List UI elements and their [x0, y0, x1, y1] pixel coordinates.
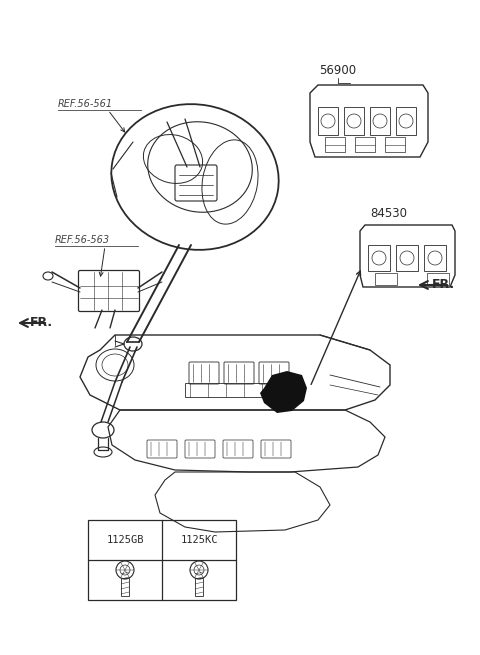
- Bar: [344, 107, 364, 135]
- Text: FR.: FR.: [432, 278, 455, 291]
- Text: 1125KC: 1125KC: [180, 535, 218, 545]
- Bar: [318, 107, 338, 135]
- Bar: [424, 245, 446, 271]
- Bar: [368, 245, 390, 271]
- Bar: [427, 273, 449, 285]
- Bar: [121, 578, 129, 596]
- Text: 56900: 56900: [319, 64, 357, 77]
- Bar: [185, 383, 285, 397]
- Bar: [396, 107, 416, 135]
- Bar: [375, 273, 397, 285]
- Bar: [325, 137, 345, 152]
- Text: 1125GB: 1125GB: [106, 535, 144, 545]
- Bar: [195, 578, 203, 596]
- Text: 84530: 84530: [370, 207, 407, 220]
- Bar: [385, 137, 405, 152]
- Text: REF.56-563: REF.56-563: [55, 235, 110, 245]
- Polygon shape: [260, 371, 307, 413]
- Bar: [396, 245, 418, 271]
- Bar: [88, 520, 236, 600]
- Text: FR.: FR.: [30, 316, 53, 329]
- Bar: [355, 137, 375, 152]
- Text: REF.56-561: REF.56-561: [58, 99, 113, 109]
- Bar: [370, 107, 390, 135]
